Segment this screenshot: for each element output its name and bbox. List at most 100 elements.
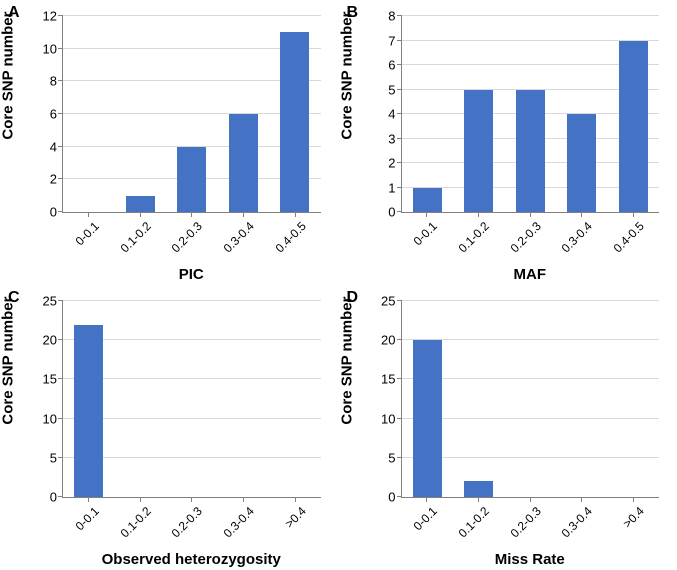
y-axis-label: Core SNP number xyxy=(0,11,17,139)
xtick-mark xyxy=(140,212,141,217)
ytick-label: 20 xyxy=(43,333,57,348)
x-category-label: 0.1-0.2 xyxy=(456,504,492,540)
x-category-label: 0.3-0.4 xyxy=(559,504,595,540)
chart-area: 0510152025 xyxy=(401,301,660,498)
ytick-label: 1 xyxy=(388,180,395,195)
xtick-mark xyxy=(191,497,192,502)
bar-slot xyxy=(556,301,608,497)
figure-grid: ACore SNP number0246810120-0.10.1-0.20.2… xyxy=(0,0,677,570)
x-label-slot: 0.4-0.5 xyxy=(269,213,321,261)
xtick-mark xyxy=(478,497,479,502)
bar-slot xyxy=(453,16,505,212)
bar xyxy=(229,114,258,212)
bar xyxy=(516,90,545,213)
ytick-label: 3 xyxy=(388,131,395,146)
x-label-slot: 0.1-0.2 xyxy=(114,498,166,546)
ytick-label: 10 xyxy=(43,41,57,56)
panel-d: DCore SNP number05101520250-0.10.1-0.20.… xyxy=(339,285,677,570)
bar xyxy=(74,325,103,497)
x-label-slot: >0.4 xyxy=(269,498,321,546)
y-axis-label: Core SNP number xyxy=(338,296,355,424)
ytick-label: 8 xyxy=(388,9,395,24)
bar xyxy=(177,147,206,212)
x-category-label: 0.1-0.2 xyxy=(117,219,153,255)
x-label-slot: 0.1-0.2 xyxy=(114,213,166,261)
bar-slot xyxy=(505,16,557,212)
bar-slot xyxy=(402,301,454,497)
x-label-slot: 0-0.1 xyxy=(401,213,453,261)
chart-area: 012345678 xyxy=(401,16,660,213)
ytick-label: 0 xyxy=(50,205,57,220)
plot-area: 0510152025 xyxy=(62,301,321,498)
ytick-label: 6 xyxy=(50,107,57,122)
x-category-label: 0.2-0.3 xyxy=(169,219,205,255)
x-category-label: 0-0.1 xyxy=(411,504,440,533)
bar-slot xyxy=(115,16,167,212)
xtick-mark xyxy=(295,497,296,502)
x-category-label: 0.1-0.2 xyxy=(117,504,153,540)
ytick-label: 8 xyxy=(50,74,57,89)
ytick-label: 10 xyxy=(381,411,395,426)
bar-slot xyxy=(453,301,505,497)
xtick-mark xyxy=(88,497,89,502)
ytick-label: 12 xyxy=(43,9,57,24)
ytick-label: 25 xyxy=(381,294,395,309)
x-label-row: 0-0.10.1-0.20.2-0.30.3-0.40.4-0.5 xyxy=(401,213,660,261)
bar xyxy=(413,188,442,213)
ytick-label: 6 xyxy=(388,58,395,73)
x-label-row: 0-0.1 0.1-0.2 0.2-0.3 0.3-0.4 0.4-0.5 xyxy=(62,213,321,261)
x-axis-title: PIC xyxy=(62,266,321,283)
bar xyxy=(280,32,309,212)
bar xyxy=(126,196,155,212)
xtick-mark xyxy=(581,212,582,217)
ytick-label: 25 xyxy=(43,294,57,309)
x-category-label: 0.3-0.4 xyxy=(221,219,257,255)
xtick-mark xyxy=(633,212,634,217)
ytick-label: 0 xyxy=(388,205,395,220)
x-label-row: 0-0.10.1-0.20.2-0.30.3-0.4>0.4 xyxy=(62,498,321,546)
ytick-label: 5 xyxy=(388,450,395,465)
bar-slot xyxy=(505,301,557,497)
x-label-slot: 0.4-0.5 xyxy=(607,213,659,261)
ytick-label: 4 xyxy=(50,139,57,154)
plot-area: 012345678 xyxy=(401,16,660,213)
x-label-slot: 0.2-0.3 xyxy=(165,498,217,546)
x-category-label: >0.4 xyxy=(282,504,309,531)
ytick-label: 0 xyxy=(50,490,57,505)
x-label-slot: 0-0.1 xyxy=(62,213,114,261)
panel-b: BCore SNP number0123456780-0.10.1-0.20.2… xyxy=(339,0,677,285)
x-label-slot: 0-0.1 xyxy=(62,498,114,546)
xtick-mark xyxy=(88,212,89,217)
panel-a: ACore SNP number0246810120-0.10.1-0.20.2… xyxy=(0,0,339,285)
bars xyxy=(402,301,660,497)
x-category-label: 0.4-0.5 xyxy=(272,219,308,255)
bars xyxy=(402,16,660,212)
bar-slot xyxy=(218,301,270,497)
x-category-label: 0-0.1 xyxy=(411,219,440,248)
bar-slot xyxy=(556,16,608,212)
bar xyxy=(567,114,596,212)
xtick-mark xyxy=(633,497,634,502)
y-axis-label: Core SNP number xyxy=(338,11,355,139)
x-label-row: 0-0.10.1-0.20.2-0.30.3-0.4>0.4 xyxy=(401,498,660,546)
x-label-slot: 0.1-0.2 xyxy=(452,213,504,261)
x-label-slot: 0.3-0.4 xyxy=(556,213,608,261)
x-label-slot: 0.1-0.2 xyxy=(452,498,504,546)
bar-slot xyxy=(608,16,660,212)
x-category-label: 0-0.1 xyxy=(72,219,101,248)
xtick-mark xyxy=(426,497,427,502)
panel-c: CCore SNP number05101520250-0.10.1-0.20.… xyxy=(0,285,339,570)
bar-slot xyxy=(402,16,454,212)
xtick-mark xyxy=(295,212,296,217)
bar-slot xyxy=(63,301,115,497)
x-category-label: >0.4 xyxy=(620,504,647,531)
xtick-mark xyxy=(426,212,427,217)
bar xyxy=(464,481,493,497)
x-label-slot: 0.2-0.3 xyxy=(165,213,217,261)
x-axis-title: Miss Rate xyxy=(401,551,660,568)
xtick-mark xyxy=(478,212,479,217)
ytick-label: 10 xyxy=(43,411,57,426)
x-category-label: 0.1-0.2 xyxy=(456,219,492,255)
x-label-slot: 0.3-0.4 xyxy=(556,498,608,546)
ytick-label: 5 xyxy=(50,450,57,465)
